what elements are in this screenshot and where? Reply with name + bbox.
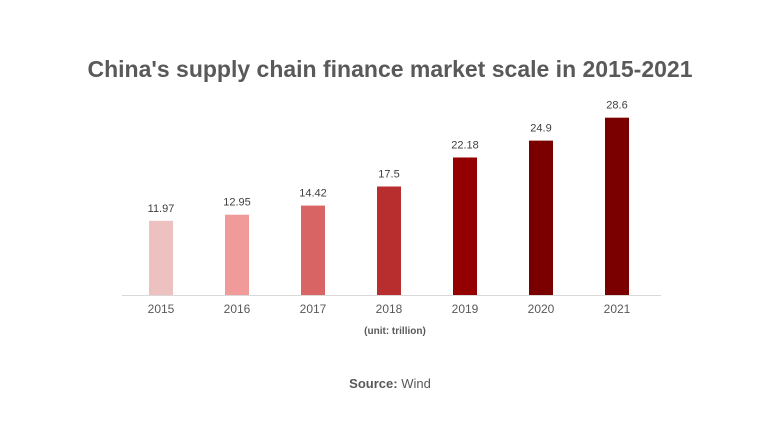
data-label: 28.6: [606, 100, 627, 112]
unit-label: (unit: trillion): [364, 326, 426, 337]
data-label: 17.5: [378, 169, 399, 181]
x-tick-label: 2020: [528, 302, 555, 316]
x-tick-label: 2018: [376, 302, 403, 316]
x-tick-label: 2017: [300, 302, 327, 316]
x-tick-label: 2015: [148, 302, 175, 316]
data-label: 22.18: [451, 139, 479, 151]
data-label: 14.42: [299, 188, 327, 200]
bar: [605, 117, 629, 296]
bar: [301, 205, 325, 295]
bar: [529, 140, 553, 295]
source-note: Source: Wind: [0, 376, 780, 391]
x-tick-label: 2016: [224, 302, 251, 316]
x-tick-label: 2019: [452, 302, 479, 316]
data-label: 12.95: [223, 197, 251, 209]
source-value: Wind: [401, 376, 431, 391]
bar: [377, 186, 401, 295]
bar: [453, 157, 477, 295]
data-label: 11.97: [148, 203, 175, 215]
data-label: 24.9: [530, 123, 551, 135]
source-label: Source:: [349, 376, 398, 391]
x-tick-label: 2021: [604, 302, 631, 316]
bar: [225, 214, 249, 295]
chart-title: China's supply chain finance market scal…: [87, 56, 693, 82]
bar: [149, 220, 173, 295]
